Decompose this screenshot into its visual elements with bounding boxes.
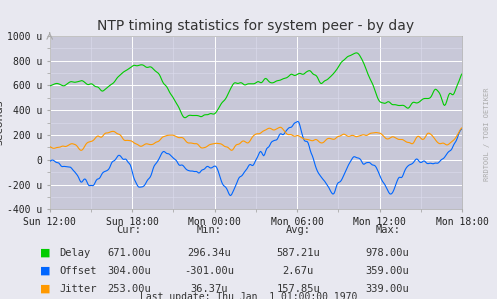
Text: Offset: Offset <box>60 266 97 276</box>
Text: Cur:: Cur: <box>117 225 142 235</box>
Text: 2.67u: 2.67u <box>283 266 314 276</box>
Text: Avg:: Avg: <box>286 225 311 235</box>
Text: 359.00u: 359.00u <box>366 266 410 276</box>
Text: ■: ■ <box>40 248 50 258</box>
Text: Min:: Min: <box>196 225 221 235</box>
Text: Last update: Thu Jan  1 01:00:00 1970: Last update: Thu Jan 1 01:00:00 1970 <box>140 292 357 299</box>
Text: 253.00u: 253.00u <box>107 283 151 294</box>
Text: ■: ■ <box>40 283 50 294</box>
Text: 304.00u: 304.00u <box>107 266 151 276</box>
Text: -301.00u: -301.00u <box>184 266 234 276</box>
Title: NTP timing statistics for system peer - by day: NTP timing statistics for system peer - … <box>97 19 414 33</box>
Text: 157.85u: 157.85u <box>276 283 320 294</box>
Text: RRDTOOL / TOBI OETIKER: RRDTOOL / TOBI OETIKER <box>484 88 490 181</box>
Y-axis label: seconds: seconds <box>0 100 4 145</box>
Text: 978.00u: 978.00u <box>366 248 410 258</box>
Text: 587.21u: 587.21u <box>276 248 320 258</box>
Text: 671.00u: 671.00u <box>107 248 151 258</box>
Text: ■: ■ <box>40 266 50 276</box>
Text: 339.00u: 339.00u <box>366 283 410 294</box>
Text: 36.37u: 36.37u <box>190 283 228 294</box>
Text: 296.34u: 296.34u <box>187 248 231 258</box>
Text: Delay: Delay <box>60 248 91 258</box>
Text: Jitter: Jitter <box>60 283 97 294</box>
Text: Max:: Max: <box>375 225 400 235</box>
